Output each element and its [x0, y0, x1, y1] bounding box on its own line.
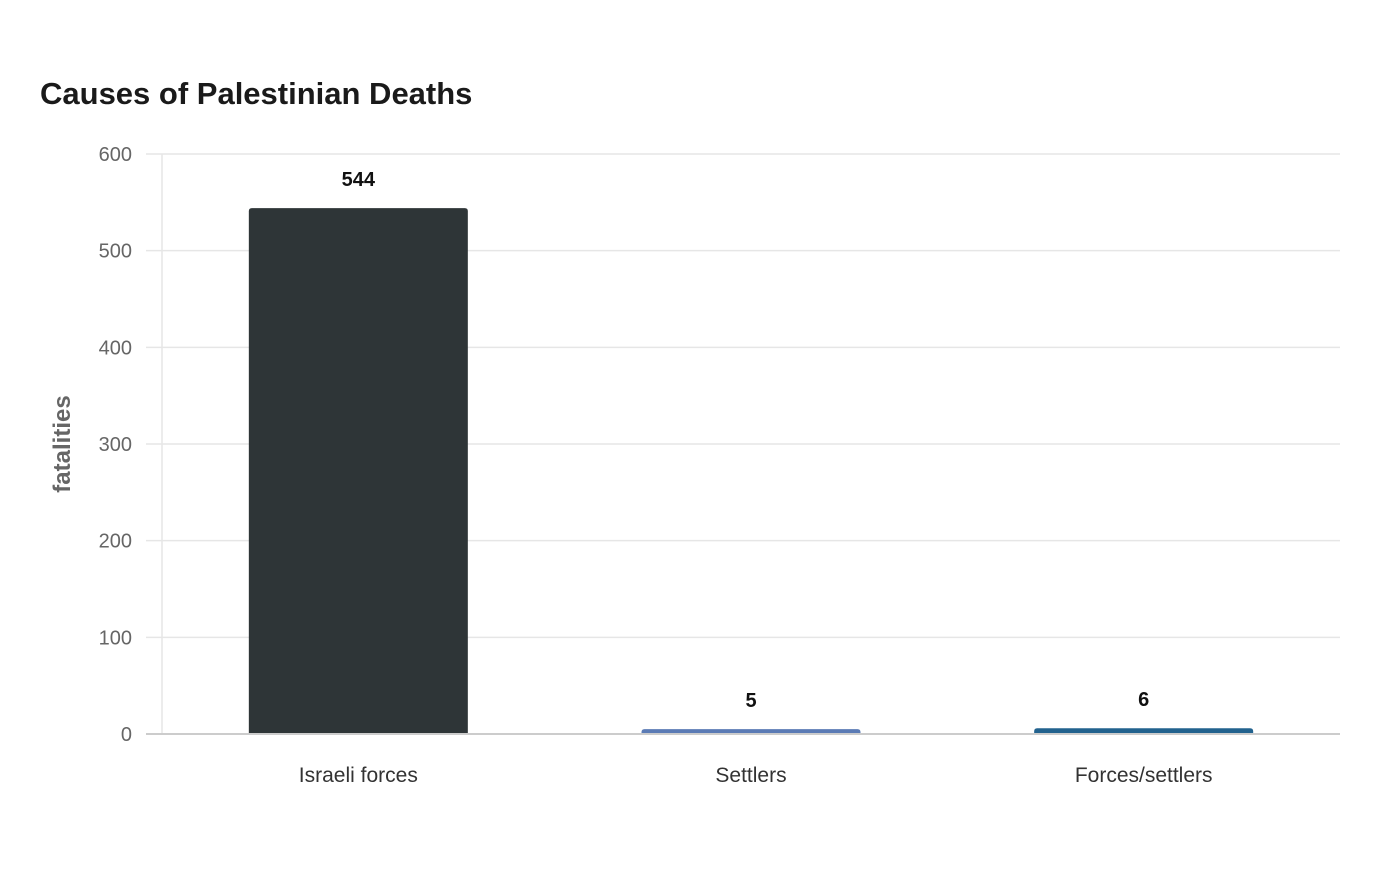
data-label: 5 — [745, 690, 756, 712]
x-axis-categories: Israeli forces Settlers Forces/settlers — [299, 764, 1213, 787]
y-axis-ticks: 0 100 200 300 400 500 600 — [99, 144, 132, 746]
y-axis-title: fatalities — [49, 395, 76, 492]
data-label: 6 — [1138, 689, 1149, 711]
y-tick-label: 300 — [99, 434, 132, 456]
y-tick-label: 500 — [99, 241, 132, 263]
y-tick-label: 0 — [121, 724, 132, 746]
bar-israeli-forces[interactable] — [248, 208, 468, 735]
y-tick-label: 400 — [99, 337, 132, 359]
x-tick-label: Settlers — [715, 764, 786, 787]
y-tick-label: 600 — [99, 144, 132, 166]
chart-title: Causes of Palestinian Deaths — [40, 76, 473, 111]
bars — [248, 208, 1254, 735]
y-tick-label: 200 — [99, 531, 132, 553]
x-tick-label: Israeli forces — [299, 764, 418, 787]
data-label: 544 — [342, 169, 376, 191]
bar-settlers[interactable] — [641, 729, 861, 734]
y-tick-label: 100 — [99, 627, 132, 649]
bar-forces-settlers[interactable] — [1034, 728, 1254, 734]
value-labels: 544 5 6 — [342, 169, 1150, 712]
x-tick-label: Forces/settlers — [1075, 764, 1213, 787]
